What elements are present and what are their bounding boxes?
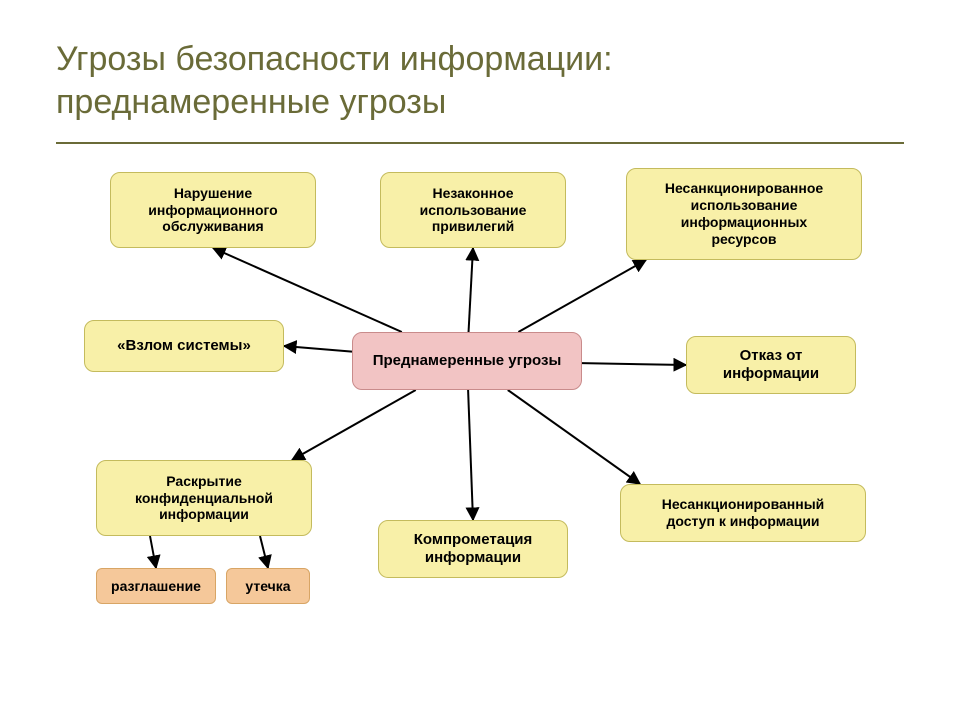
arrow-to-n3 <box>518 260 646 332</box>
arrow-to-n8 <box>508 390 640 484</box>
slide: Угрозы безопасности информации: преднаме… <box>0 0 960 720</box>
arrow-to-n2 <box>469 248 473 332</box>
title-underline <box>56 142 904 144</box>
node-n2: Незаконное использование привилегий <box>380 172 566 248</box>
node-n4: «Взлом системы» <box>84 320 284 372</box>
title-block: Угрозы безопасности информации: преднаме… <box>56 38 920 123</box>
arrow-to-n5 <box>582 363 686 365</box>
arrow-to-n7 <box>468 390 473 520</box>
node-s2: утечка <box>226 568 310 604</box>
node-n7: Компрометация информации <box>378 520 568 578</box>
node-n6: Раскрытие конфиденциальной информации <box>96 460 312 536</box>
node-s1: разглашение <box>96 568 216 604</box>
arrow-to-s2 <box>260 536 268 568</box>
node-n5: Отказ от информации <box>686 336 856 394</box>
arrow-to-n6 <box>292 390 416 460</box>
arrow-to-n4 <box>284 346 352 352</box>
node-center: Преднамеренные угрозы <box>352 332 582 390</box>
node-n8: Несанкционированный доступ к информации <box>620 484 866 542</box>
node-n3: Несанкционированное использование информ… <box>626 168 862 260</box>
node-n1: Нарушение информационного обслуживания <box>110 172 316 248</box>
slide-title: Угрозы безопасности информации: преднаме… <box>56 38 920 123</box>
arrow-to-s1 <box>150 536 156 568</box>
